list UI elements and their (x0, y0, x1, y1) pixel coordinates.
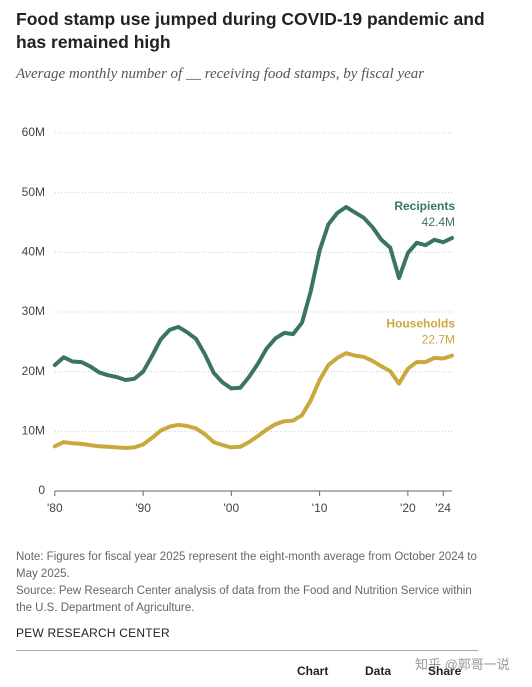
note: Note: Figures for fiscal year 2025 repre… (16, 551, 477, 580)
tab[interactable]: Chart (297, 664, 329, 678)
x-tick-label: '80 (47, 501, 63, 515)
data-line (52, 205, 454, 391)
y-tick-label: 0 (38, 483, 45, 497)
watermark: 知乎 @郭哥一说 (415, 657, 510, 672)
series-label: Households (386, 317, 455, 331)
data-line (52, 351, 454, 450)
chart-subtitle: Average monthly number of __ receiving f… (16, 66, 425, 82)
series-label: Recipients (394, 199, 455, 213)
x-tick-label: '00 (224, 501, 240, 515)
divider (16, 650, 478, 651)
y-tick-label: 30M (22, 304, 45, 318)
tab[interactable]: Data (365, 664, 392, 678)
chart-title: Food stamp use jumped during COVID-19 pa… (16, 9, 485, 52)
value-label: 42.4M (422, 215, 455, 229)
footer: PEW RESEARCH CENTER (16, 626, 170, 640)
y-tick-label: 10M (22, 424, 45, 438)
source: Source: Pew Research Center analysis of … (16, 585, 472, 614)
tab[interactable]: Share (428, 664, 462, 678)
notes: Note: Figures for fiscal year 2025 repre… (16, 549, 486, 617)
y-tick-label: 40M (22, 245, 45, 259)
y-tick-label: 60M (22, 125, 45, 139)
x-tick-label: '90 (135, 501, 151, 515)
y-tick-label: 50M (22, 185, 45, 199)
y-tick-label: 20M (22, 364, 45, 378)
x-tick-label: '20 (400, 501, 416, 515)
value-label: 22.7M (422, 333, 455, 347)
x-tick-label: '24 (435, 501, 451, 515)
x-tick-label: '10 (312, 501, 328, 515)
